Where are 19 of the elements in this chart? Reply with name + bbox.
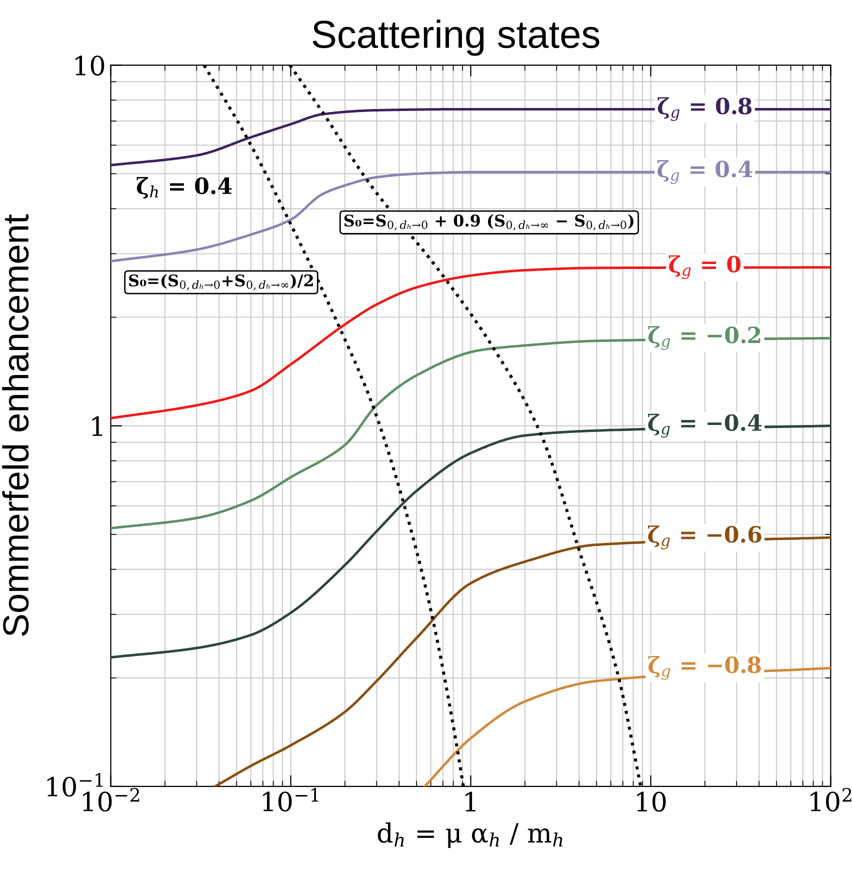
y-tick-label: 1: [92, 416, 102, 436]
annotation: ζ$_{h}$ = 0.4: [136, 177, 232, 199]
annotation: S₀=(S$_{0,dₕ→0}$+S$_{0,dₕ→∞}$)/2: [129, 274, 313, 290]
x-tick-label: 10$^{2}$: [810, 788, 852, 812]
chart-title: Scattering states: [312, 20, 600, 56]
series-label: ζ$_{g}$ = −0.6: [648, 526, 762, 550]
series-label: ζ$_{g}$ = −0.4: [648, 414, 762, 438]
series-label: ζ$_{g}$ = −0.8: [648, 656, 761, 680]
x-tick-label: 10: [637, 792, 666, 812]
x-tick-label: 1: [466, 792, 476, 812]
series-label: ζ$_{g}$ = −0.2: [648, 326, 760, 350]
annotation: S₀=S$_{0,dₕ→0}$ + 0.9 (S$_{0,dₕ→∞}$ − S$_{0,dₕ→0}$): [344, 214, 634, 230]
series-label: ζ$_{g}$ = 0: [668, 255, 741, 280]
series-label: ζ$_{g}$ = 0.4: [657, 160, 752, 184]
x-axis-title: d$_{h}$ = μ α$_{h}$ / m$_{h}$: [378, 822, 562, 848]
y-axis-title: Sommerfeld enhancement: [2, 214, 29, 636]
series-label: ζ$_{g}$ = 0.8: [658, 97, 752, 121]
x-tick-label: 10$^{−1}$: [263, 788, 318, 812]
y-tick-label: 10: [76, 56, 104, 76]
